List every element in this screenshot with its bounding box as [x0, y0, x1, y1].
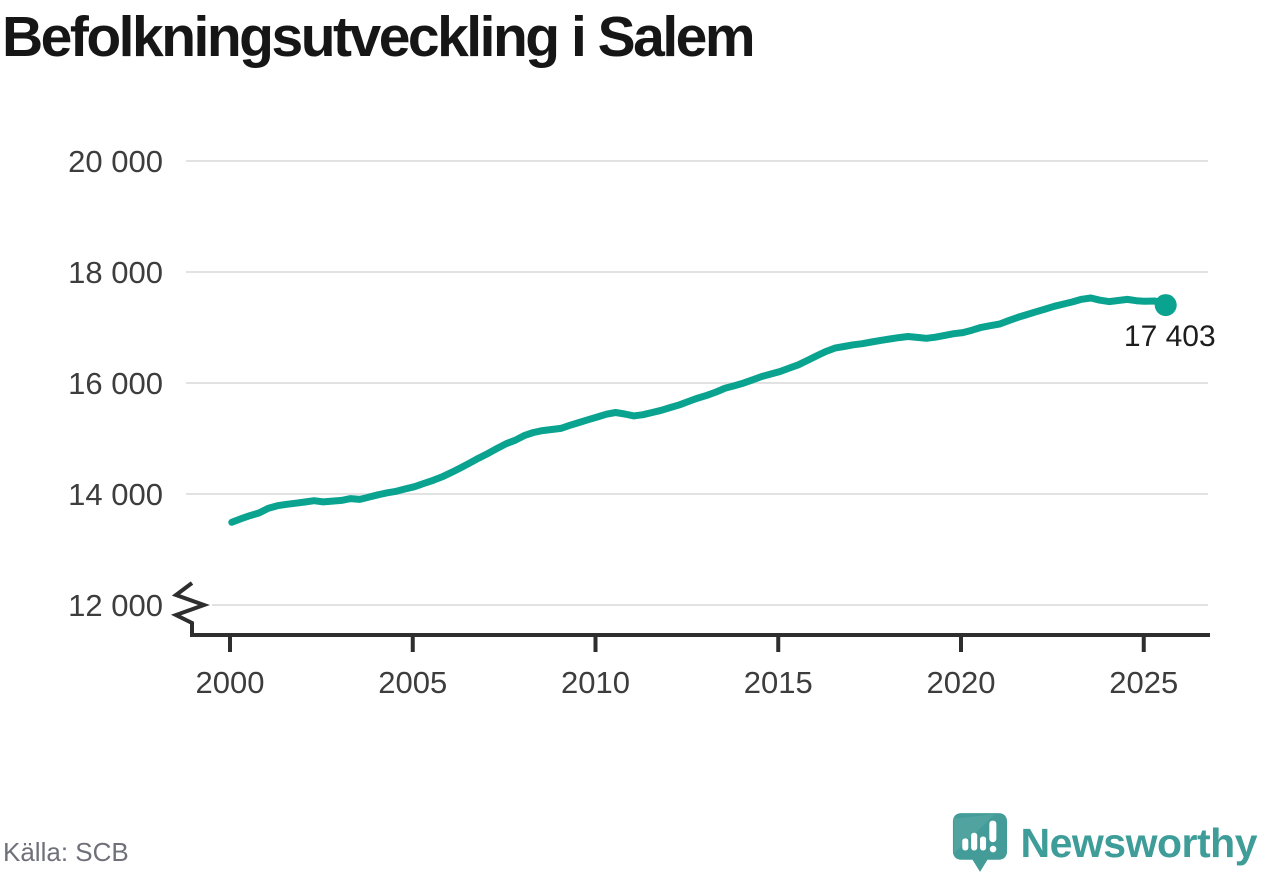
y-tick-label: 20 000 — [68, 144, 163, 179]
newsworthy-bubble-chart-icon — [952, 813, 1007, 872]
source-text: Källa: SCB — [3, 837, 129, 867]
y-tick-label: 14 000 — [68, 477, 163, 512]
y-tick-label: 16 000 — [68, 366, 163, 401]
axis-break-icon — [170, 581, 210, 633]
end-point-marker — [1154, 294, 1177, 317]
x-tick-label: 2010 — [561, 665, 630, 700]
newsworthy-logo: Newsworthy — [952, 812, 1258, 874]
x-tick-label: 2005 — [378, 665, 447, 700]
end-value-label: 17 403 — [1124, 320, 1216, 353]
y-tick-label: 12 000 — [68, 588, 163, 623]
x-tick-label: 2000 — [196, 665, 265, 700]
chart-svg: 12 000 14 000 16 000 18 000 20 000 2000 2005 20… — [68, 144, 1216, 700]
page-title: Befolkningsutveckling i Salem — [2, 5, 756, 69]
newsworthy-logo-text: Newsworthy — [1020, 819, 1258, 866]
x-tick-label: 2025 — [1109, 665, 1178, 700]
x-tick-label: 2015 — [744, 665, 813, 700]
x-tick-label: 2020 — [927, 665, 996, 700]
y-tick-label: 18 000 — [68, 255, 163, 290]
population-line — [228, 294, 1170, 526]
